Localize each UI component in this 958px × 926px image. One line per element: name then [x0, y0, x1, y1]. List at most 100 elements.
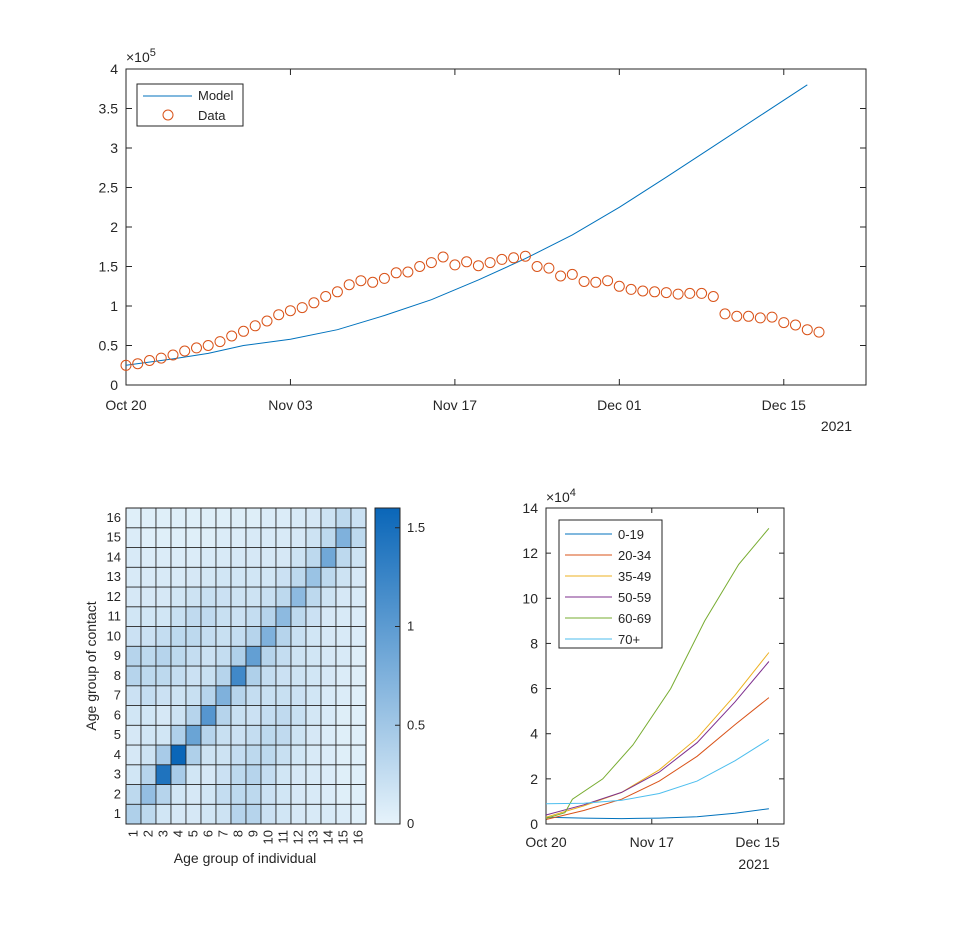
heatmap-y-tick-label: 5	[114, 727, 121, 742]
data-point	[308, 297, 320, 309]
heatmap-cell	[245, 586, 262, 608]
heatmap-cell	[305, 586, 322, 608]
heatmap-cell	[155, 626, 172, 647]
heatmap-cell	[275, 527, 292, 548]
data-point	[144, 355, 155, 366]
heatmap-cell	[290, 744, 307, 766]
heatmap-frame	[125, 507, 367, 825]
heatmap-cell	[335, 586, 352, 608]
heatmap-cell	[170, 645, 187, 667]
top-x-tick-label: Nov 03	[268, 397, 313, 413]
heatmap-cell	[305, 784, 322, 805]
data-point	[355, 275, 367, 287]
heatmap-cell	[290, 586, 307, 608]
top-x-tick-label: Oct 20	[105, 397, 146, 413]
heatmap-cell	[230, 586, 247, 608]
heatmap-cell	[140, 626, 157, 647]
heatmap-cell	[290, 527, 307, 548]
data-point	[449, 259, 461, 271]
heatmap-cell	[305, 705, 322, 726]
heatmap-cell	[140, 724, 157, 746]
top-series-layer	[120, 84, 825, 371]
heatmap-x-tick-label: 8	[231, 830, 246, 837]
heatmap-x-tick-label: 7	[216, 830, 231, 837]
heatmap-cell	[335, 764, 352, 785]
heatmap-cell	[260, 507, 277, 529]
heatmap-cell	[260, 665, 277, 687]
data-point	[179, 345, 191, 357]
data-point	[637, 285, 649, 297]
data-point	[754, 312, 766, 324]
data-point	[801, 324, 813, 336]
heatmap-x-tick-label: 2	[141, 830, 156, 837]
heatmap-cell	[260, 803, 277, 825]
heatmap-cell	[140, 527, 157, 548]
heatmap-cell	[320, 784, 337, 805]
heatmap-cell	[140, 586, 157, 608]
data-point	[273, 309, 285, 321]
heatmap-cell	[200, 705, 217, 726]
heatmap-y-tick-label: 4	[114, 747, 121, 762]
heatmap-cell	[155, 764, 172, 785]
heatmap-cell	[215, 547, 232, 568]
data-point	[660, 287, 672, 299]
data-point	[519, 250, 531, 262]
heatmap-cell	[230, 685, 247, 706]
age-y-tick-label: 6	[530, 681, 538, 697]
data-point	[331, 286, 343, 298]
heatmap-cell	[350, 606, 367, 627]
age-legend: 0-19 20-34 35-49 50-59 60-69 70+	[558, 519, 663, 649]
heatmap-cell	[170, 547, 187, 568]
heatmap-cell	[260, 784, 277, 805]
heatmap-cell	[200, 803, 217, 825]
top-y-tick-label: 0	[110, 377, 118, 393]
age-series-layer	[545, 527, 770, 820]
heatmap-cell	[320, 527, 337, 548]
heatmap-cell	[275, 566, 292, 588]
data-point	[566, 268, 578, 280]
heatmap-cell	[305, 547, 322, 568]
data-point	[602, 275, 614, 287]
top-plot-area	[125, 68, 867, 386]
data-point	[696, 287, 708, 299]
heatmap-cell	[350, 626, 367, 647]
heatmap-cell	[200, 645, 217, 667]
heatmap-y-tick-label: 10	[107, 628, 121, 643]
data-point	[378, 272, 390, 284]
heatmap-cell	[305, 803, 322, 825]
data-point	[249, 320, 261, 332]
data-point	[684, 287, 696, 299]
heatmap-cell	[305, 566, 322, 588]
top-x-tick-label: Dec 01	[597, 397, 642, 413]
heatmap-cell	[260, 626, 277, 647]
heatmap-y-tick-label: 8	[114, 668, 121, 683]
heatmap-cell	[200, 626, 217, 647]
heatmap-cell	[155, 784, 172, 805]
heatmap-cell	[335, 566, 352, 588]
data-point	[425, 257, 437, 269]
data-point	[672, 288, 684, 300]
heatmap-cell	[140, 784, 157, 805]
heatmap-cell	[170, 626, 187, 647]
heatmap-cell	[185, 527, 202, 548]
heatmap-cell	[260, 527, 277, 548]
heatmap-y-tick-label: 16	[107, 510, 121, 525]
heatmap-cell	[230, 803, 247, 825]
heatmap-cell	[125, 586, 142, 608]
heatmap-cell	[320, 645, 337, 667]
heatmap-x-tick-label: 11	[276, 830, 291, 844]
data-point	[484, 257, 496, 269]
heatmap-cell	[125, 764, 142, 785]
heatmap-cell	[350, 744, 367, 766]
heatmap-cell	[140, 566, 157, 588]
heatmap-x-tick-label: 10	[261, 830, 276, 844]
heatmap-cell	[260, 724, 277, 746]
top-y-tick-label: 1.5	[99, 259, 119, 275]
colorbar-tick-label: 0.5	[407, 717, 425, 732]
heatmap-cell	[140, 547, 157, 568]
heatmap-y-tick-label: 1	[114, 806, 121, 821]
heatmap-cell	[215, 606, 232, 627]
age-y-tick-label: 4	[530, 726, 538, 742]
heatmap-cell	[125, 724, 142, 746]
